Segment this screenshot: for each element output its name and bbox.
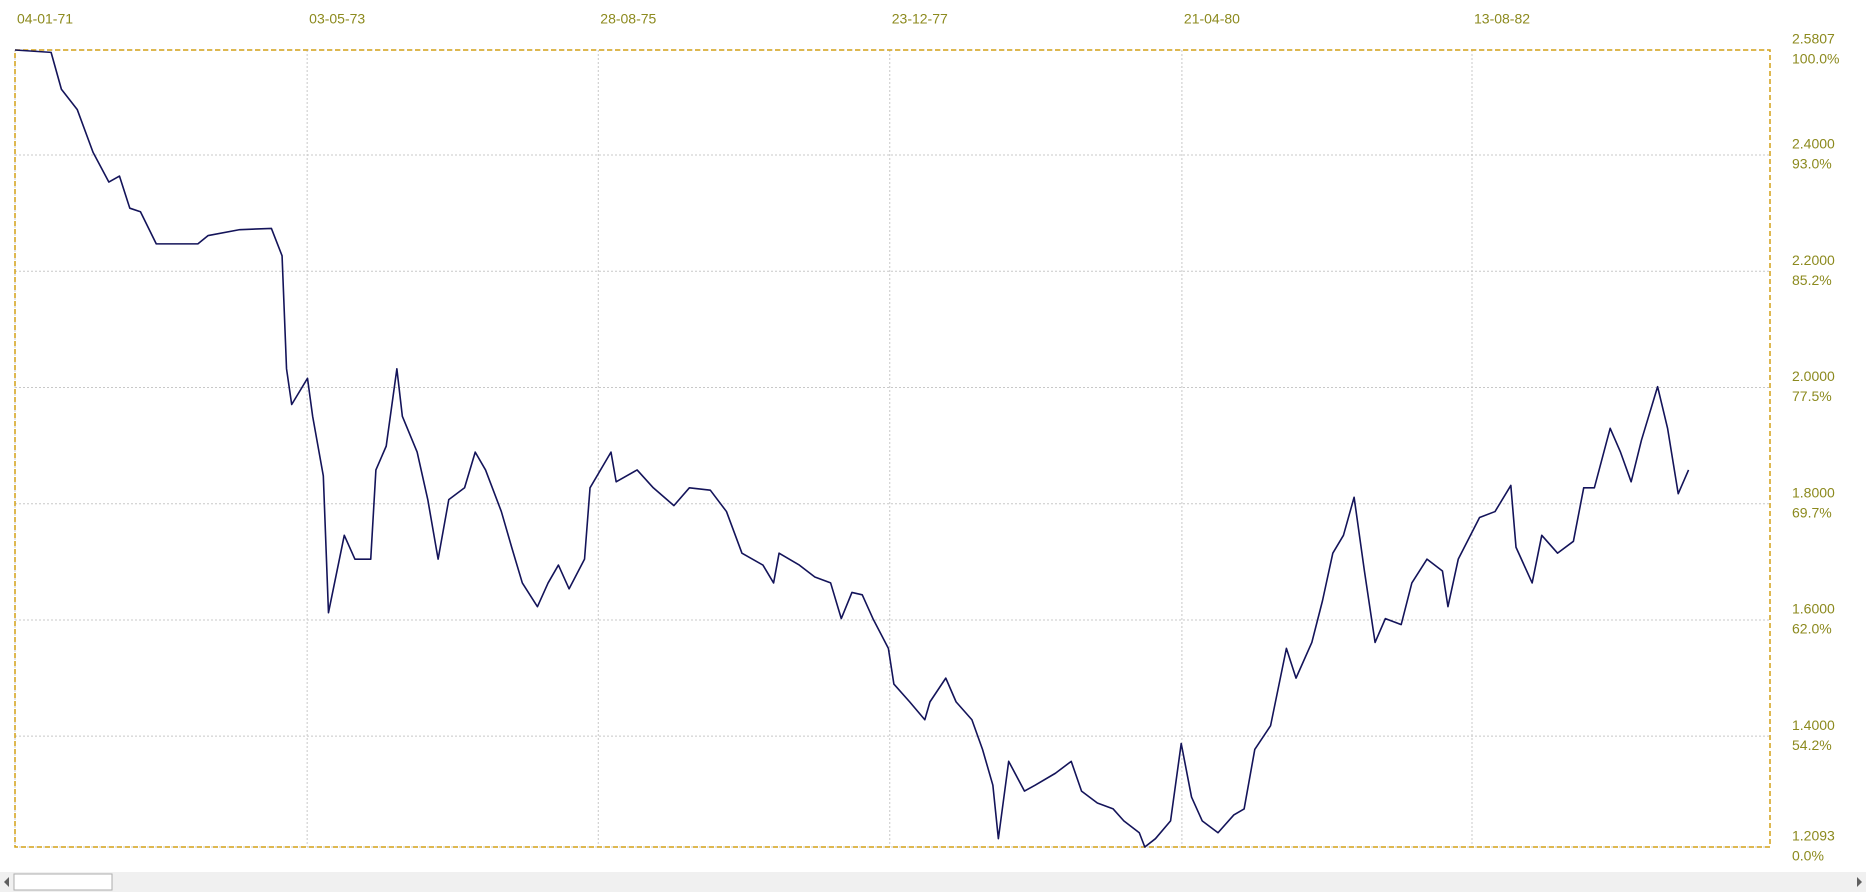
x-tick-label: 13-08-82 (1474, 11, 1530, 27)
y-tick-percent-label: 54.2% (1792, 737, 1832, 753)
y-tick-label: 1.2093 (1792, 828, 1835, 844)
y-tick-percent-label: 77.5% (1792, 388, 1832, 404)
y-tick-percent-label: 85.2% (1792, 272, 1832, 288)
y-tick-label: 1.4000 (1792, 717, 1835, 733)
y-tick-label: 2.4000 (1792, 136, 1835, 152)
x-tick-label: 23-12-77 (892, 11, 948, 27)
y-tick-label: 1.8000 (1792, 484, 1835, 500)
marks (14, 49, 1690, 848)
y-tick-percent-label: 100.0% (1792, 51, 1839, 67)
scrollbar[interactable] (0, 872, 1866, 892)
scroll-left-arrow[interactable] (4, 877, 9, 887)
price-line (14, 49, 1690, 848)
x-tick-label: 04-01-71 (17, 11, 73, 27)
y-tick-label: 1.6000 (1792, 601, 1835, 617)
grid (14, 49, 1770, 848)
y-tick-percent-label: 62.0% (1792, 621, 1832, 637)
y-tick-percent-label: 93.0% (1792, 156, 1832, 172)
scrollbar-track[interactable] (0, 872, 1866, 892)
y-tick-percent-label: 69.7% (1792, 504, 1832, 520)
x-tick-label: 03-05-73 (309, 11, 365, 27)
scroll-right-arrow[interactable] (1857, 877, 1862, 887)
y-tick-label: 2.5807 (1792, 31, 1835, 47)
scrollbar-thumb[interactable] (13, 873, 113, 891)
y-tick-label: 2.2000 (1792, 252, 1835, 268)
plot-border (14, 49, 1771, 848)
x-tick-label: 28-08-75 (600, 11, 656, 27)
y-tick-label: 2.0000 (1792, 368, 1835, 384)
y-tick-percent-label: 0.0% (1792, 848, 1824, 864)
x-tick-label: 21-04-80 (1184, 11, 1240, 27)
